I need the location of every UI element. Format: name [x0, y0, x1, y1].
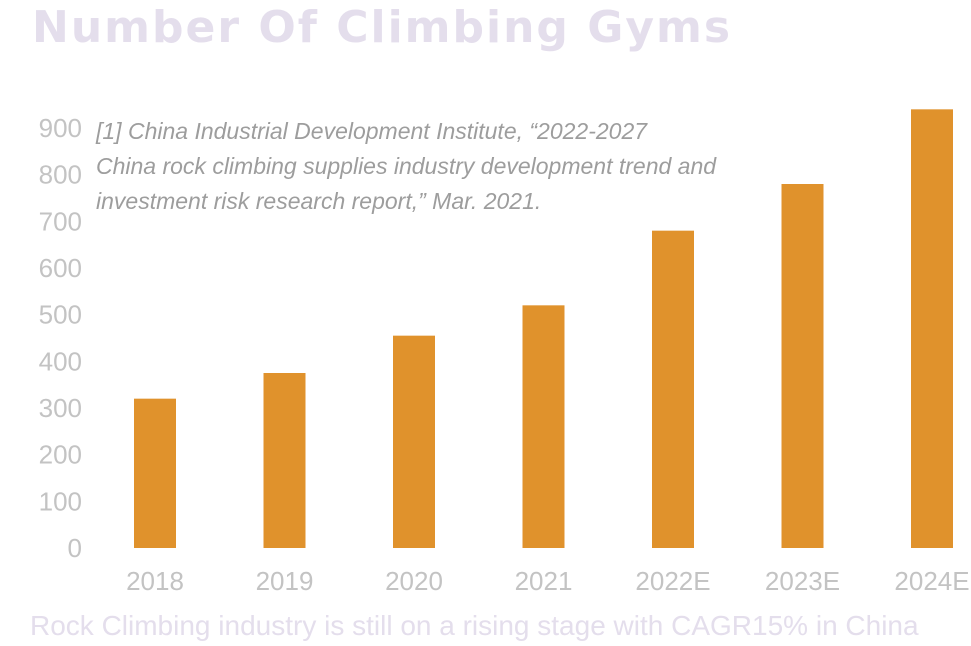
- y-tick-label: 600: [39, 253, 82, 283]
- bar-2018: [134, 398, 176, 548]
- chart-title: Number Of Climbing Gyms: [32, 2, 733, 53]
- source-note: [1] China Industrial Development Institu…: [96, 114, 736, 219]
- x-tick-label: 2021: [515, 566, 573, 596]
- y-tick-label: 100: [39, 486, 82, 516]
- y-tick-label: 0: [68, 533, 82, 563]
- x-tick-label: 2022E: [635, 566, 710, 596]
- chart-caption: Rock Climbing industry is still on a ris…: [30, 610, 919, 641]
- y-tick-label: 400: [39, 346, 82, 376]
- x-tick-label: 2023E: [765, 566, 840, 596]
- bars-group: [134, 109, 953, 548]
- x-axis-ticks: 2018 2019 2020 2021 2022E 2023E 2024E: [126, 566, 970, 596]
- bar-2021: [522, 305, 565, 548]
- y-tick-label: 500: [39, 300, 82, 330]
- y-tick-label: 700: [39, 206, 82, 236]
- x-tick-label: 2020: [385, 566, 443, 596]
- bar-2020: [393, 335, 435, 548]
- bar-2024e: [911, 109, 953, 548]
- y-tick-label: 200: [39, 440, 82, 470]
- source-note-line-1: [1] China Industrial Development Institu…: [96, 118, 648, 144]
- bar-2019: [263, 373, 306, 548]
- x-tick-label: 2024E: [894, 566, 969, 596]
- y-tick-label: 900: [39, 113, 82, 143]
- y-tick-label: 800: [39, 160, 82, 190]
- x-tick-label: 2019: [256, 566, 314, 596]
- bar-2022e: [652, 230, 694, 548]
- y-tick-label: 300: [39, 393, 82, 423]
- y-axis-ticks: 0 100 200 300 400 500 600 700 800 900: [39, 113, 82, 563]
- source-note-line-3: investment risk research report,” Mar. 2…: [96, 188, 542, 214]
- source-note-line-2: China rock climbing supplies industry de…: [96, 153, 717, 179]
- x-tick-label: 2018: [126, 566, 184, 596]
- bar-2023e: [781, 184, 824, 548]
